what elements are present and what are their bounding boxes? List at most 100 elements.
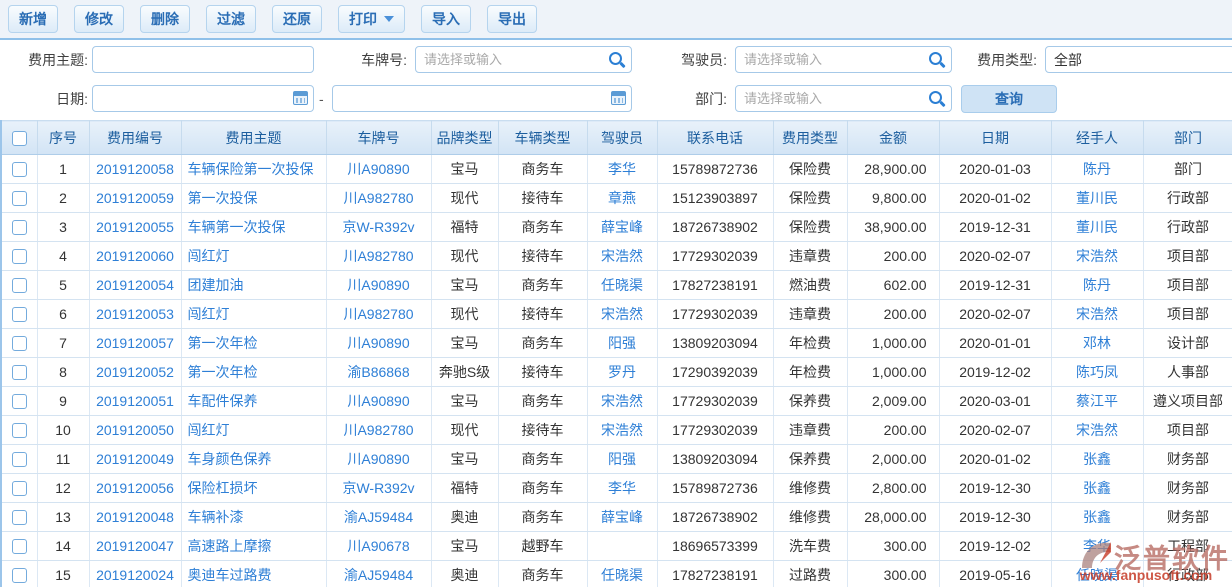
cell-expense-code-link[interactable]: 2019120053 <box>89 299 182 329</box>
row-checkbox[interactable] <box>11 365 27 381</box>
cell-plate-link[interactable]: 川A982780 <box>326 241 432 271</box>
cell-expense-code-link[interactable]: 2019120049 <box>89 444 182 474</box>
cell-driver-link[interactable]: 宋浩然 <box>587 241 658 271</box>
cell-subject-link[interactable]: 闯红灯 <box>181 241 327 271</box>
cell-driver-link[interactable]: 任晓渠 <box>587 560 658 587</box>
modify-button[interactable]: 修改 <box>74 5 124 33</box>
export-button[interactable]: 导出 <box>487 5 537 33</box>
cell-subject-link[interactable]: 保险杠损坏 <box>181 473 327 503</box>
cell-driver-link[interactable]: 薛宝峰 <box>587 502 658 532</box>
search-icon[interactable] <box>608 51 626 69</box>
cell-expense-code-link[interactable]: 2019120057 <box>89 328 182 358</box>
cell-plate-link[interactable]: 川A90890 <box>326 270 432 300</box>
cell-subject-link[interactable]: 车辆保险第一次投保 <box>181 154 327 184</box>
cell-handler-link[interactable]: 董川民 <box>1051 183 1144 213</box>
expense-type-select[interactable]: 全部 <box>1045 46 1232 73</box>
row-checkbox[interactable] <box>11 191 27 207</box>
cell-handler-link[interactable]: 张鑫 <box>1051 502 1144 532</box>
add-button[interactable]: 新增 <box>8 5 58 33</box>
cell-subject-link[interactable]: 第一次投保 <box>181 183 327 213</box>
cell-subject-link[interactable]: 车辆补漆 <box>181 502 327 532</box>
row-checkbox[interactable] <box>11 162 27 178</box>
cell-expense-code-link[interactable]: 2019120059 <box>89 183 182 213</box>
cell-expense-code-link[interactable]: 2019120050 <box>89 415 182 445</box>
cell-subject-link[interactable]: 闯红灯 <box>181 299 327 329</box>
cell-driver-link[interactable]: 阳强 <box>587 328 658 358</box>
cell-plate-link[interactable]: 川A90678 <box>326 531 432 561</box>
row-checkbox[interactable] <box>11 423 27 439</box>
row-checkbox[interactable] <box>11 510 27 526</box>
cell-subject-link[interactable]: 车配件保养 <box>181 386 327 416</box>
cell-plate-link[interactable]: 川A982780 <box>326 415 432 445</box>
cell-expense-code-link[interactable]: 2019120052 <box>89 357 182 387</box>
cell-handler-link[interactable]: 陈丹 <box>1051 270 1144 300</box>
cell-plate-link[interactable]: 渝AJ59484 <box>326 502 432 532</box>
cell-driver-link[interactable]: 薛宝峰 <box>587 212 658 242</box>
row-checkbox[interactable] <box>11 336 27 352</box>
cell-subject-link[interactable]: 第一次年检 <box>181 328 327 358</box>
row-checkbox[interactable] <box>11 307 27 323</box>
search-icon[interactable] <box>928 90 946 108</box>
row-checkbox[interactable] <box>11 249 27 265</box>
cell-handler-link[interactable]: 李华 <box>1051 531 1144 561</box>
cell-driver-link[interactable]: 李华 <box>587 473 658 503</box>
row-checkbox[interactable] <box>11 452 27 468</box>
cell-driver-link[interactable]: 李华 <box>587 154 658 184</box>
cell-plate-link[interactable]: 川A982780 <box>326 299 432 329</box>
search-icon[interactable] <box>928 51 946 69</box>
cell-expense-code-link[interactable]: 2019120060 <box>89 241 182 271</box>
cell-expense-code-link[interactable]: 2019120051 <box>89 386 182 416</box>
row-checkbox[interactable] <box>11 481 27 497</box>
cell-expense-code-link[interactable]: 2019120056 <box>89 473 182 503</box>
department-input[interactable] <box>735 85 952 112</box>
cell-subject-link[interactable]: 第一次年检 <box>181 357 327 387</box>
cell-handler-link[interactable]: 邓林 <box>1051 328 1144 358</box>
query-button[interactable]: 查询 <box>961 85 1057 113</box>
cell-subject-link[interactable]: 车身颜色保养 <box>181 444 327 474</box>
print-button[interactable]: 打印 <box>338 5 405 33</box>
cell-plate-link[interactable]: 渝AJ59484 <box>326 560 432 587</box>
cell-subject-link[interactable]: 闯红灯 <box>181 415 327 445</box>
cell-plate-link[interactable]: 渝B86868 <box>326 357 432 387</box>
cell-subject-link[interactable]: 团建加油 <box>181 270 327 300</box>
cell-driver-link[interactable] <box>587 531 658 561</box>
date-to-input[interactable] <box>332 85 632 112</box>
calendar-icon[interactable] <box>611 91 626 105</box>
cell-subject-link[interactable]: 奥迪车过路费 <box>181 560 327 587</box>
cell-expense-code-link[interactable]: 2019120047 <box>89 531 182 561</box>
cell-plate-link[interactable]: 川A90890 <box>326 328 432 358</box>
calendar-icon[interactable] <box>293 91 308 105</box>
cell-plate-link[interactable]: 川A90890 <box>326 154 432 184</box>
cell-handler-link[interactable]: 董川民 <box>1051 212 1144 242</box>
cell-subject-link[interactable]: 高速路上摩擦 <box>181 531 327 561</box>
expense-subject-input[interactable] <box>92 46 314 73</box>
delete-button[interactable]: 删除 <box>140 5 190 33</box>
cell-expense-code-link[interactable]: 2019120058 <box>89 154 182 184</box>
row-checkbox[interactable] <box>11 220 27 236</box>
cell-driver-link[interactable]: 罗丹 <box>587 357 658 387</box>
cell-driver-link[interactable]: 宋浩然 <box>587 386 658 416</box>
select-all-checkbox[interactable] <box>11 130 27 146</box>
row-checkbox[interactable] <box>11 539 27 555</box>
row-checkbox[interactable] <box>11 278 27 294</box>
cell-handler-link[interactable]: 蔡江平 <box>1051 386 1144 416</box>
cell-driver-link[interactable]: 阳强 <box>587 444 658 474</box>
row-checkbox[interactable] <box>11 394 27 410</box>
cell-driver-link[interactable]: 章燕 <box>587 183 658 213</box>
cell-plate-link[interactable]: 京W-R392v <box>326 212 432 242</box>
cell-driver-link[interactable]: 宋浩然 <box>587 299 658 329</box>
cell-subject-link[interactable]: 车辆第一次投保 <box>181 212 327 242</box>
filter-button[interactable]: 过滤 <box>206 5 256 33</box>
cell-handler-link[interactable]: 张鑫 <box>1051 444 1144 474</box>
cell-expense-code-link[interactable]: 2019120024 <box>89 560 182 587</box>
cell-handler-link[interactable]: 陈巧凤 <box>1051 357 1144 387</box>
cell-handler-link[interactable]: 宋浩然 <box>1051 299 1144 329</box>
cell-plate-link[interactable]: 川A982780 <box>326 183 432 213</box>
driver-input[interactable] <box>735 46 952 73</box>
row-checkbox[interactable] <box>11 568 27 584</box>
import-button[interactable]: 导入 <box>421 5 471 33</box>
restore-button[interactable]: 还原 <box>272 5 322 33</box>
cell-handler-link[interactable]: 任晓渠 <box>1051 560 1144 587</box>
date-from-input[interactable] <box>92 85 314 112</box>
cell-plate-link[interactable]: 川A90890 <box>326 444 432 474</box>
